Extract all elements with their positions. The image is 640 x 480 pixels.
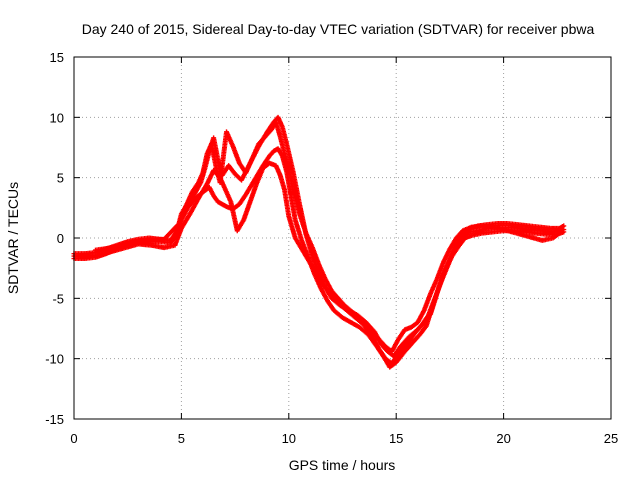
y-tick-label: 0 bbox=[57, 231, 64, 246]
chart-title: Day 240 of 2015, Sidereal Day-to-day VTE… bbox=[82, 21, 595, 37]
axis-ticks bbox=[73, 56, 612, 420]
data-points bbox=[71, 114, 567, 370]
y-tick-label: 5 bbox=[57, 171, 64, 186]
data-point bbox=[561, 227, 567, 233]
y-tick-label: 10 bbox=[50, 110, 64, 125]
y-tick-label: -15 bbox=[45, 412, 64, 427]
series-track-d bbox=[92, 119, 562, 354]
x-tick-label: 0 bbox=[70, 431, 77, 446]
data-point bbox=[556, 230, 562, 236]
y-tick-label: -5 bbox=[52, 291, 64, 306]
y-tick-label: 15 bbox=[50, 50, 64, 65]
x-tick-label: 15 bbox=[389, 431, 403, 446]
x-tick-label: 5 bbox=[178, 431, 185, 446]
y-axis-label: SDTVAR / TECUs bbox=[5, 182, 21, 294]
x-tick-label: 25 bbox=[604, 431, 618, 446]
x-axis-label: GPS time / hours bbox=[289, 457, 396, 473]
tick-labels: 0 5 10 15 20 25 -15 -10 -5 0 5 10 15 bbox=[45, 50, 618, 446]
x-tick-label: 20 bbox=[496, 431, 510, 446]
y-tick-label: -10 bbox=[45, 352, 64, 367]
x-tick-label: 10 bbox=[282, 431, 296, 446]
grid-lines bbox=[74, 57, 611, 419]
